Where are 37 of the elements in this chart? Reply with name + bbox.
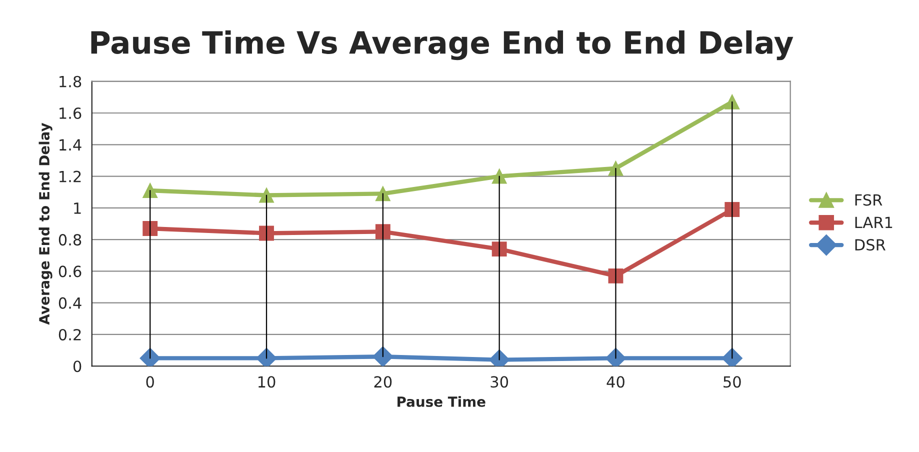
x-tick-label: 50 xyxy=(724,376,741,388)
point xyxy=(372,346,394,366)
point xyxy=(724,202,740,217)
point xyxy=(142,183,158,198)
y-axis-title: Average End to End Delay xyxy=(38,122,52,325)
x-tick-label: 30 xyxy=(490,376,508,388)
chart-title: Pause Time Vs Average End to End Delay xyxy=(91,30,794,60)
y-tick-label: 0.8 xyxy=(58,234,82,246)
x-tick-label: 20 xyxy=(374,376,392,388)
y-tick-label: 1.6 xyxy=(60,107,82,120)
y-tick-label: 0.6 xyxy=(58,266,82,278)
point xyxy=(259,226,274,241)
legend-label: LAR1 xyxy=(855,216,892,228)
point xyxy=(492,242,507,257)
point xyxy=(375,224,390,240)
point xyxy=(140,348,160,366)
y-tick-label: 0.2 xyxy=(58,328,81,340)
x-tick-label: 40 xyxy=(606,376,624,388)
legend-label: FSR xyxy=(855,194,882,206)
y-tick-label: 1.8 xyxy=(60,76,82,88)
legend-label: DSR xyxy=(855,239,886,251)
y-tick-label: 1.4 xyxy=(60,139,82,150)
x-axis-title: Pause Time xyxy=(398,396,486,407)
y-tick-label: 0 xyxy=(73,360,82,372)
point xyxy=(722,348,742,366)
point xyxy=(259,188,274,203)
point xyxy=(256,348,277,366)
y-tick-label: 1 xyxy=(74,202,81,214)
point xyxy=(492,168,507,184)
point xyxy=(142,221,158,236)
y-tick-label: 0.4 xyxy=(58,297,82,309)
point xyxy=(605,348,626,366)
point xyxy=(375,186,390,202)
x-tick-label: 10 xyxy=(258,376,276,388)
point xyxy=(724,94,740,110)
y-tick-label: 1.2 xyxy=(60,170,81,182)
x-tick-label: 0 xyxy=(146,376,154,388)
